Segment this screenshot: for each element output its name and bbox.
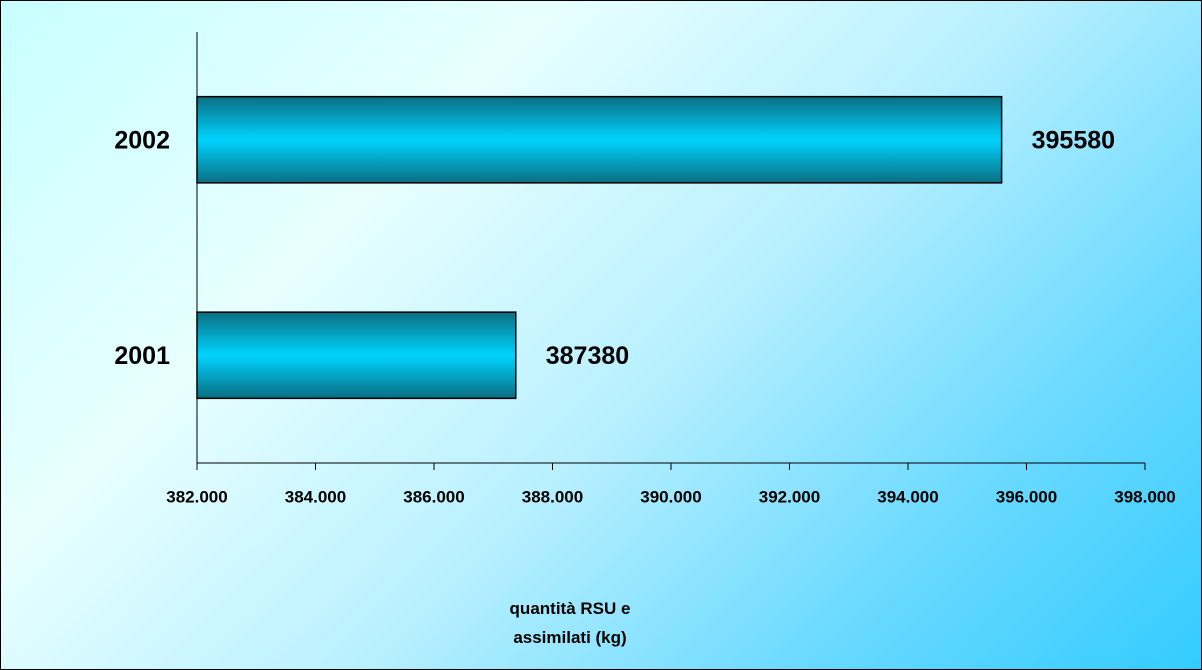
- value-label: 387380: [546, 342, 629, 370]
- x-tick-label: 386.000: [403, 487, 464, 506]
- x-tick-label: 394.000: [877, 487, 938, 506]
- bar: [196, 311, 517, 400]
- x-tick-label: 390.000: [640, 487, 701, 506]
- y-tick-label: 2001: [114, 342, 170, 370]
- x-tick-label: 392.000: [759, 487, 820, 506]
- y-tick-label: 2002: [114, 126, 170, 154]
- x-axis-title: quantità RSU e assimilati (kg): [509, 599, 631, 647]
- value-label: 395580: [1032, 126, 1115, 154]
- x-tick-label: 396.000: [996, 487, 1057, 506]
- x-tick-label: 384.000: [285, 487, 346, 506]
- x-tick-label: 388.000: [522, 487, 583, 506]
- bar: [196, 95, 1003, 184]
- x-tick-label: 398.000: [1114, 487, 1175, 506]
- x-tick-label: 382.000: [166, 487, 227, 506]
